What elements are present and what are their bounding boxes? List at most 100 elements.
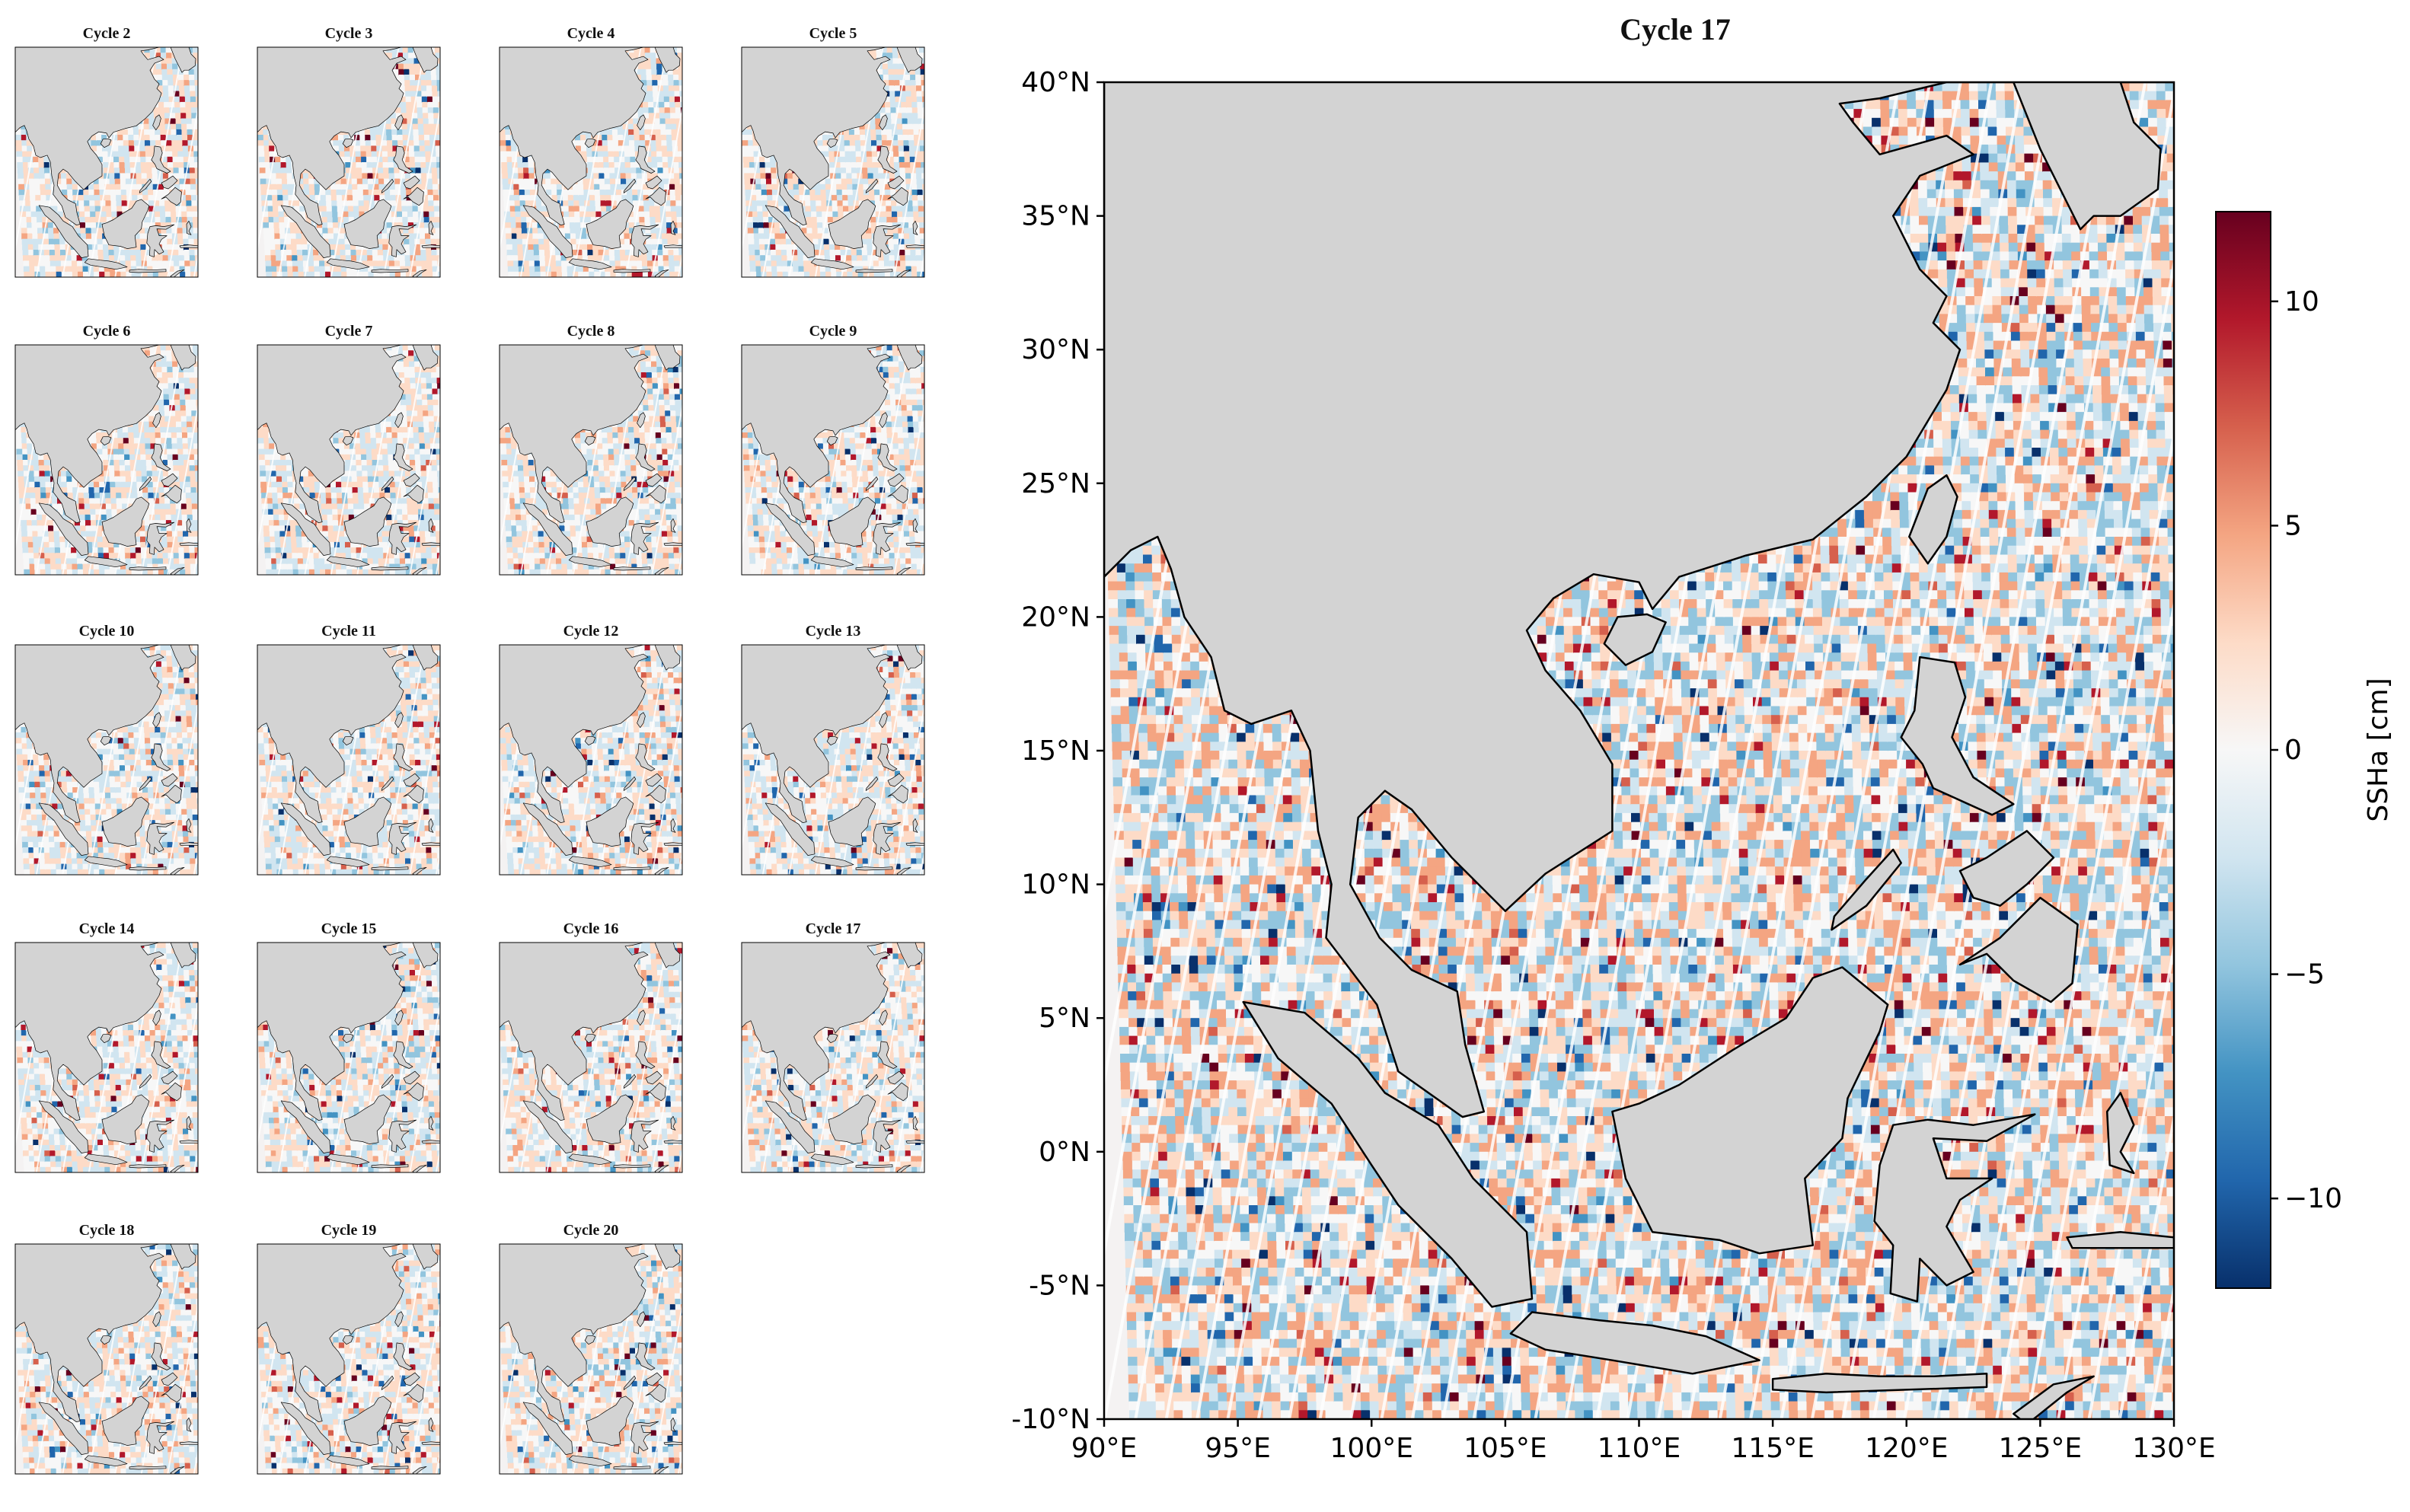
landmass-java [84,1153,128,1166]
landmass-seram [663,1140,682,1144]
colorbar-tick-label: −10 [2284,1183,2342,1214]
landmass-sumatra [764,205,816,258]
landmass-sulawesi [873,1119,902,1153]
lon-tick-label: 100°E [1330,1433,1413,1464]
landmass-flores [371,1466,409,1470]
landmass-sulawesi [630,1421,659,1454]
lat-tick-label: 40°N [1021,67,1090,98]
landmass-luzon [635,743,656,771]
landmass-mindanao [645,1383,666,1403]
landmass-halmahera [670,518,676,533]
landmass-java [326,1455,370,1467]
landmass-halmahera [186,518,192,533]
landmass-halmahera [670,1115,676,1131]
landmass-java [326,258,370,270]
landmass-halmahera [428,1417,434,1432]
landmass-mindanao [403,484,424,504]
landmass-mindanao [645,187,666,206]
landmass-asia [257,1244,440,1423]
landmass-seram [663,244,682,248]
landmass-luzon [877,1041,898,1069]
landmass-visayas [161,1070,178,1085]
lat-tick-label: 20°N [1021,601,1090,633]
landmass-java [810,856,854,868]
lon-tick-label: 115°E [1731,1433,1814,1464]
landmass-borneo [1611,966,1889,1255]
landmass-visayas [887,175,905,190]
landmass-visayas [887,1070,905,1085]
landmass-asia [500,645,682,824]
landmass-taiwan [879,1010,888,1026]
landmass-flores [855,1164,893,1169]
landmass-taiwan [637,412,646,429]
landmass-timor [412,1466,427,1474]
landmass-palawan [381,476,394,491]
landmass-sumatra [280,1100,331,1153]
small-panel-title: Cycle 18 [79,1222,135,1239]
landmass-palawan [623,1375,637,1390]
lon-tick-label: 90°E [1071,1433,1138,1464]
landmass-asia [500,47,682,226]
landmass-asia [15,345,198,524]
landmass-flores [371,269,409,273]
landmass-halmahera [428,818,434,833]
landmass-mindanao [161,484,182,504]
lon-tick-label: 130°E [2132,1433,2215,1464]
landmass-timor [170,1164,185,1172]
small-panel-title: Cycle 4 [567,25,615,42]
lat-tick-label: -5°N [1029,1270,1090,1301]
landmass-sumatra [1242,1000,1534,1308]
small-map-panel: Cycle 7 [257,323,441,576]
colorbar: 10 5 0 −5 −10 SSHa [cm] [2215,211,2394,1289]
landmass-palawan [381,178,394,193]
landmass-java [84,856,128,868]
landmass-asia [500,345,682,524]
landmass-taiwan [637,114,646,131]
ssha-field [15,47,198,277]
landmass-taiwan [637,712,646,729]
landmass-luzon [635,1342,656,1370]
landmass-hainan [100,735,112,746]
landmass-java [810,1153,854,1166]
landmass-java [326,856,370,868]
landmass-borneo [101,199,150,249]
ssha-field [257,47,440,277]
landmass-taiwan [879,412,888,429]
landmass-sulawesi [388,522,417,555]
landmass-timor [412,566,427,575]
landmass-visayas [403,1372,420,1386]
landmass-taiwan [637,1311,646,1328]
map-frame [14,644,199,876]
landmass-flores [855,269,893,273]
landmass-luzon [635,1041,656,1069]
landmass-borneo [828,1094,876,1144]
landmass-java [568,556,612,568]
landmass-seram [421,1140,440,1144]
landmass-hainan [342,138,354,148]
landmass-palawan [139,1375,152,1390]
landmass-asia [257,47,440,226]
landmass-asia [15,943,198,1121]
landmass-timor [170,866,185,875]
landmass-sulawesi [146,821,175,855]
landmass-sulawesi [146,224,175,257]
small-panel-title: Cycle 19 [321,1222,377,1239]
landmass-halmahera [912,818,918,833]
landmass-taiwan [879,114,888,131]
ssha-field [500,645,682,875]
landmass-palawan [865,1073,879,1089]
main-map-title: Cycle 17 [1620,12,1731,46]
lon-tick-label: 105°E [1464,1433,1547,1464]
landmass-asia [15,645,198,824]
landmass-seram [905,842,924,846]
landmass-visayas [645,1372,662,1386]
map-frame [499,1243,683,1475]
landmass-timor [170,269,185,277]
map-frame [499,942,683,1173]
landmass-seram [2066,1230,2174,1249]
landmass-sumatra [38,1402,89,1455]
landmass-taiwan [152,1311,161,1328]
landmass-seram [421,244,440,248]
map-frame [257,644,441,876]
landmass-mindanao [161,784,182,804]
